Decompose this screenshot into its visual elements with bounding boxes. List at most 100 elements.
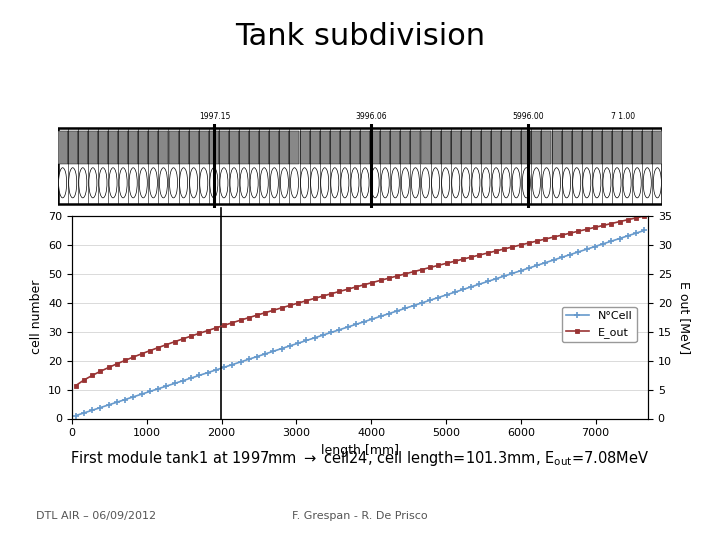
Bar [239,131,249,164]
Line: E_out: E_out [73,213,647,388]
E_out [384,275,393,281]
Ellipse shape [492,168,500,198]
Ellipse shape [189,168,198,198]
Bar [380,131,390,164]
Bar [88,131,98,164]
Bar [531,131,541,164]
Ellipse shape [502,168,510,198]
Ellipse shape [451,168,460,198]
Bar [390,131,400,164]
Ellipse shape [280,168,289,198]
Ellipse shape [532,168,541,198]
Bar [249,131,259,164]
Text: 1997.15: 1997.15 [199,112,230,121]
Bar [300,131,310,164]
Text: First module tank1 at 1997mm $\rightarrow$ cell24, cell length=101.3mm, E$_{\rm : First module tank1 at 1997mm $\rightarro… [71,449,649,469]
Legend: N°Cell, E_out: N°Cell, E_out [562,307,636,342]
Bar [431,131,441,164]
Bar [179,131,189,164]
Ellipse shape [169,168,178,198]
Bar [471,131,481,164]
Bar [572,131,582,164]
Ellipse shape [159,168,168,198]
Ellipse shape [593,168,601,198]
Ellipse shape [462,168,470,198]
Bar [108,131,118,164]
Bar [602,131,612,164]
Ellipse shape [633,168,642,198]
Ellipse shape [421,168,430,198]
Bar [350,131,360,164]
Ellipse shape [68,168,77,198]
Bar [229,131,239,164]
Ellipse shape [78,168,87,198]
Ellipse shape [572,168,581,198]
Ellipse shape [522,168,531,198]
Ellipse shape [552,168,561,198]
Text: DTL AIR – 06/09/2012: DTL AIR – 06/09/2012 [36,511,156,521]
Bar [562,131,572,164]
Bar [410,131,420,164]
E_out [557,232,566,238]
Bar [269,131,279,164]
Text: Tank subdivision: Tank subdivision [235,23,485,51]
Bar [158,131,168,164]
Bar [168,131,179,164]
Bar [219,131,229,164]
Ellipse shape [391,168,400,198]
Ellipse shape [431,168,440,198]
Text: 7 1.00: 7 1.00 [611,112,635,121]
Ellipse shape [542,168,551,198]
Bar [521,131,531,164]
Bar [310,131,320,164]
N°Cell [220,364,228,370]
Bar [642,131,652,164]
Bar [592,131,602,164]
Bar [461,131,471,164]
Ellipse shape [381,168,390,198]
N°Cell [549,256,558,263]
Bar [420,131,431,164]
Ellipse shape [401,168,410,198]
Bar [199,131,209,164]
N°Cell [245,356,253,362]
Ellipse shape [330,168,339,198]
Text: 5996.00: 5996.00 [513,112,544,121]
Bar [68,131,78,164]
N°Cell [71,413,80,419]
Ellipse shape [472,168,480,198]
Bar [330,131,340,164]
E_out [549,234,558,240]
X-axis label: length [mm]: length [mm] [321,444,399,457]
Ellipse shape [310,168,319,198]
Ellipse shape [129,168,138,198]
Ellipse shape [230,168,238,198]
Ellipse shape [260,168,269,198]
Text: F. Grespan - R. De Prisco: F. Grespan - R. De Prisco [292,511,428,521]
Ellipse shape [290,168,299,198]
Ellipse shape [58,168,67,198]
Ellipse shape [623,168,631,198]
Bar [582,131,592,164]
Ellipse shape [250,168,258,198]
Ellipse shape [441,168,450,198]
Bar [400,131,410,164]
Ellipse shape [109,168,117,198]
Bar [481,131,491,164]
Text: 3996.06: 3996.06 [356,112,387,121]
Ellipse shape [482,168,490,198]
Ellipse shape [512,168,521,198]
Ellipse shape [300,168,309,198]
Ellipse shape [119,168,127,198]
Bar [632,131,642,164]
Ellipse shape [99,168,107,198]
Ellipse shape [371,168,379,198]
Bar [340,131,350,164]
Y-axis label: E out [MeV]: E out [MeV] [678,281,691,354]
Ellipse shape [582,168,591,198]
Ellipse shape [320,168,329,198]
Bar [491,131,501,164]
Ellipse shape [220,168,228,198]
Bar [320,131,330,164]
Bar [189,131,199,164]
